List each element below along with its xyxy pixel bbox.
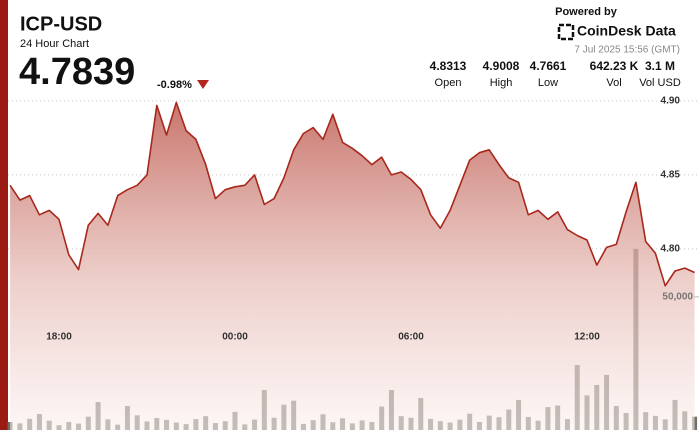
stat-value: 642.23 K <box>590 59 639 73</box>
stat-label: Vol USD <box>639 77 681 89</box>
price: 4.7839 <box>19 51 135 93</box>
stat-label: Vol <box>606 77 621 89</box>
y-tick-label: 4.80 <box>661 243 681 254</box>
x-tick-label: 00:00 <box>222 332 248 343</box>
timestamp: 7 Jul 2025 15:56 (GMT) <box>574 45 680 56</box>
down-arrow <box>197 80 209 89</box>
price-line <box>9 101 695 287</box>
logo-icon <box>557 23 575 41</box>
x-tick-label: 12:00 <box>574 332 600 343</box>
subtitle: 24 Hour Chart <box>20 38 89 50</box>
y-tick-label: 4.90 <box>661 96 681 107</box>
stat-label: Low <box>538 77 558 89</box>
y-tick-label: 4.85 <box>661 170 681 181</box>
x-tick-label: 06:00 <box>398 332 424 343</box>
stat-label: High <box>490 77 513 89</box>
y2-tick-label: 50,000 <box>662 292 693 303</box>
price-area <box>10 102 695 430</box>
brand-logo: CoinDesk Data <box>557 23 676 41</box>
stat-value: 4.9008 <box>483 59 520 73</box>
change: -0.98% <box>157 79 192 91</box>
plot-area: 4.80 4.85 4.90 50,000 18:00 00:00 06:00 12:00 <box>7 96 700 430</box>
stat-label: Open <box>435 77 462 89</box>
accent-bar <box>0 0 8 430</box>
x-tick-label: 18:00 <box>46 332 72 343</box>
powered-by: Powered by <box>555 6 618 18</box>
stat-value: 4.8313 <box>430 59 467 73</box>
title: ICP-USD <box>20 13 102 35</box>
stat-value: 3.1 M <box>645 59 675 73</box>
brand: CoinDesk Data <box>577 23 676 39</box>
stat-value: 4.7661 <box>530 59 567 73</box>
